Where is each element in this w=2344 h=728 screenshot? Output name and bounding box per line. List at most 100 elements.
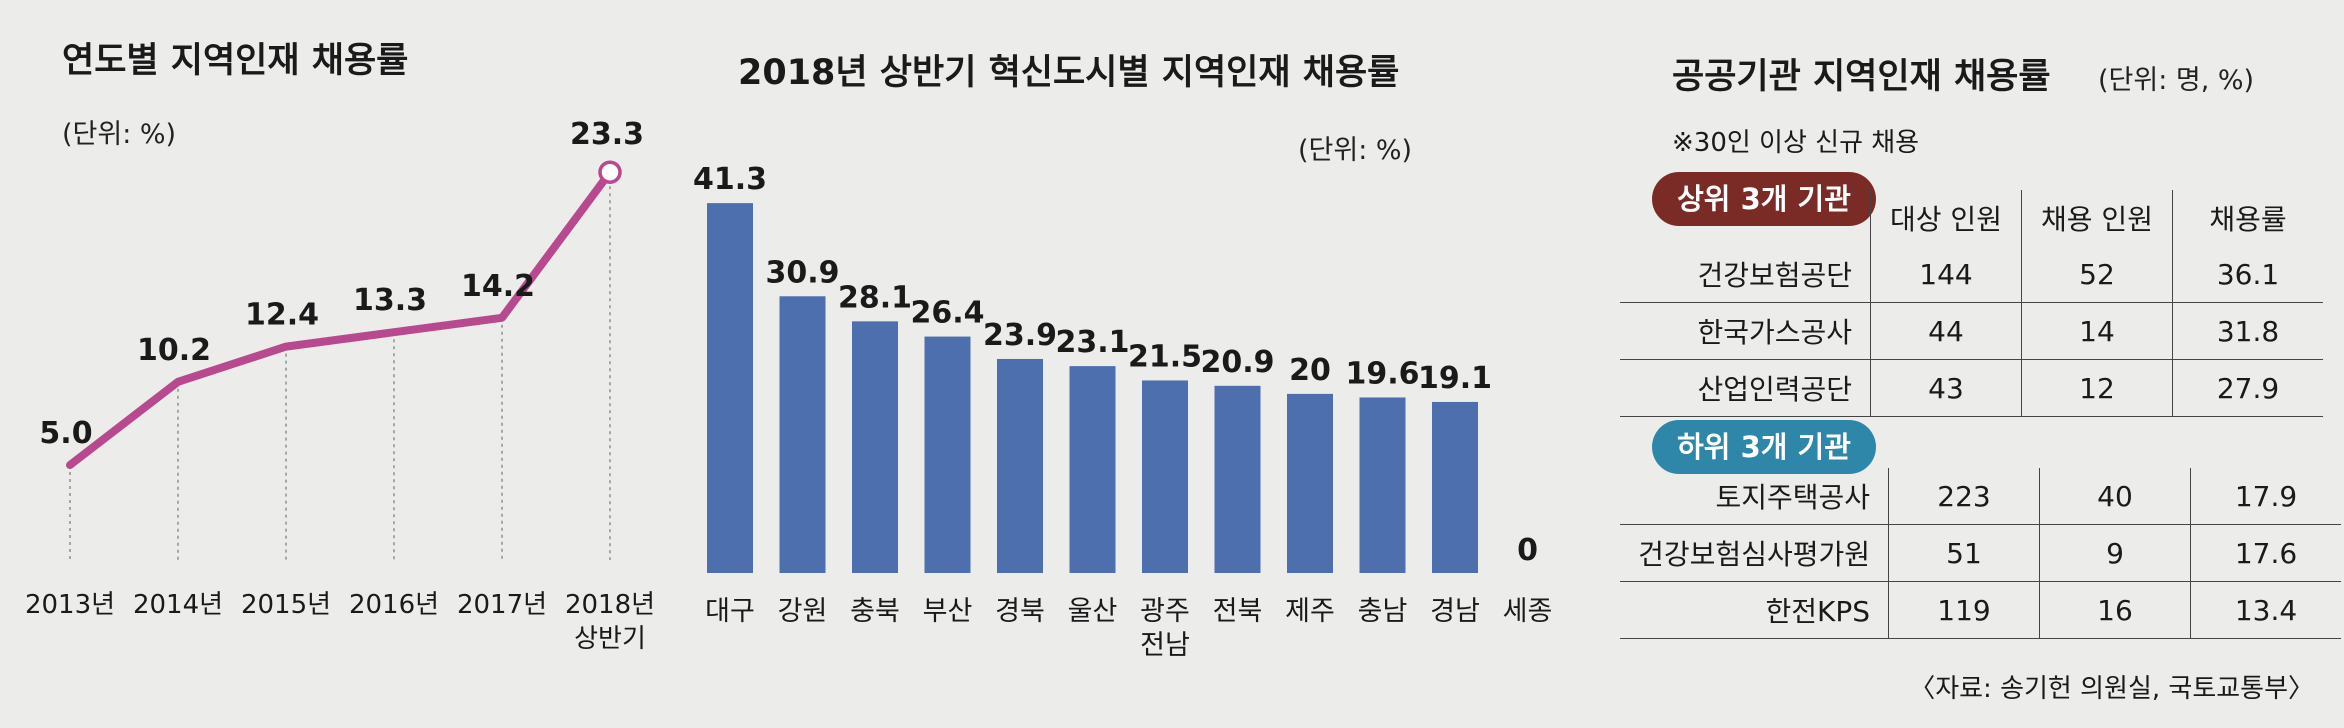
bar [1069, 366, 1116, 573]
line-category-label: 2013년 [25, 590, 115, 620]
bar-category-label: 경북 [995, 596, 1045, 627]
bar-category-label: 광주 [1140, 596, 1190, 627]
line-chart-panel: 연도별 지역인재 채용률 (단위: %) 5.0 10.2 12.4 13.3 14.2… [0, 0, 680, 728]
bar [924, 336, 971, 573]
bar-category-label: 충북 [850, 596, 900, 627]
line-category-label: 2017년 [457, 590, 547, 620]
bottom-institutions-table: 토지주택공사 223 40 17.9 건강보험심사평가원 51 9 17.6 한… [1620, 468, 2341, 639]
row-target: 144 [1870, 246, 2022, 303]
bar-chart-unit: (단위: %) [1298, 135, 1413, 166]
row-rate: 13.4 [2190, 581, 2341, 639]
bar-category-label: 세종 [1503, 596, 1553, 627]
bar-category-label: 대구 [705, 596, 755, 627]
line-category-label: 2016년 [349, 590, 439, 620]
bar-category-label: 경남 [1430, 596, 1480, 627]
bar-category-label: 제주 [1285, 596, 1335, 627]
row-target: 119 [1888, 581, 2040, 639]
bar [997, 358, 1043, 573]
row-rate: 36.1 [2172, 246, 2323, 303]
row-target: 223 [1888, 468, 2040, 525]
col-hired: 채용 인원 [2021, 190, 2173, 246]
row-name: 한전KPS [1620, 581, 1889, 639]
bar-chart-panel: 2018년 상반기 혁신도시별 지역인재 채용률 (단위: %) 41.3 30.… [680, 0, 1560, 728]
row-rate: 17.6 [2190, 524, 2341, 582]
row-rate: 17.9 [2190, 468, 2341, 525]
row-name: 산업인력공단 [1620, 359, 1871, 417]
top-institutions-table: 대상 인원 채용 인원 채용률 건강보험공단 144 52 36.1 한국가스공… [1620, 190, 2323, 417]
bar-value-label: 19.6 [1345, 356, 1419, 391]
bar-value-label: 20 [1289, 353, 1331, 388]
bar-value-label: 20.9 [1200, 345, 1274, 380]
line-category-label: 2014년 [133, 590, 223, 620]
line-value-label: 23.3 [570, 117, 644, 152]
line-value-label: 12.4 [245, 298, 319, 333]
table-row: 산업인력공단 43 12 27.9 [1620, 359, 2323, 417]
row-rate: 27.9 [2172, 359, 2323, 417]
line-value-label: 14.2 [461, 269, 535, 304]
bar-value-label: 19.1 [1418, 361, 1492, 396]
row-target: 43 [1870, 359, 2022, 417]
row-target: 44 [1870, 302, 2022, 360]
table-row: 한전KPS 119 16 13.4 [1620, 581, 2341, 639]
bar-category-label: 울산 [1068, 596, 1118, 627]
bar-category-label: 강원 [778, 596, 828, 627]
row-name: 토지주택공사 [1620, 468, 1889, 525]
line-category-label: 2018년 [565, 590, 655, 620]
row-target: 51 [1888, 524, 2040, 582]
row-name: 한국가스공사 [1620, 302, 1871, 360]
table-header-row: 대상 인원 채용 인원 채용률 [1620, 190, 2323, 246]
source-credit: 〈자료: 송기헌 의원실, 국토교통부〉 [1909, 674, 2314, 704]
table-unit: (단위: 명, %) [2098, 65, 2255, 96]
bar [779, 296, 826, 573]
bar-value-label: 0 [1517, 533, 1538, 568]
bar-value-label: 41.3 [693, 162, 767, 197]
bar-chart-title: 2018년 상반기 혁신도시별 지역인재 채용률 [738, 53, 1400, 93]
line-category-label: 상반기 [574, 624, 646, 654]
bar [1142, 380, 1188, 573]
line-category-label: 2015년 [241, 590, 331, 620]
col-rate: 채용률 [2172, 190, 2323, 246]
table-row: 건강보험공단 144 52 36.1 [1620, 246, 2323, 303]
line-value-label: 13.3 [353, 283, 427, 318]
bar [852, 321, 898, 573]
line-chart: 5.0 10.2 12.4 13.3 14.2 23.3 2013년 2014년 2015년 20… [25, 117, 655, 654]
row-hired: 40 [2039, 468, 2191, 525]
row-hired: 9 [2039, 524, 2191, 582]
row-name: 건강보험공단 [1620, 246, 1871, 303]
line-value-label: 5.0 [39, 416, 92, 451]
bar [1214, 385, 1261, 573]
bar [1287, 393, 1333, 573]
bar-category-label: 부산 [923, 596, 973, 627]
bottom-group-badge: 하위 3개 기관 [1652, 420, 1876, 474]
bar [1432, 401, 1478, 573]
bar-value-label: 30.9 [765, 255, 839, 290]
line-chart-title: 연도별 지역인재 채용률 [62, 41, 409, 81]
bar [1359, 397, 1406, 573]
row-hired: 52 [2021, 246, 2173, 303]
row-hired: 14 [2021, 302, 2173, 360]
bar-chart: 41.3 30.928.126.423.923.121.520.9 20 19.619… [693, 162, 1553, 661]
bar [707, 203, 753, 573]
table-title: 공공기관 지역인재 채용률 [1672, 57, 2051, 97]
bar-value-label: 23.9 [983, 318, 1057, 353]
row-hired: 12 [2021, 359, 2173, 417]
bar-value-label: 28.1 [838, 280, 912, 315]
table-row: 한국가스공사 44 14 31.8 [1620, 302, 2323, 360]
line-value-label: 10.2 [137, 333, 211, 368]
bar-value-label: 26.4 [910, 296, 984, 331]
bar-category-label: 전남 [1140, 630, 1190, 661]
bar-value-label: 21.5 [1128, 339, 1202, 374]
row-name: 건강보험심사평가원 [1620, 524, 1889, 582]
table-row: 건강보험심사평가원 51 9 17.6 [1620, 524, 2341, 582]
row-hired: 16 [2039, 581, 2191, 639]
bar-category-label: 전북 [1213, 596, 1263, 627]
table-row: 토지주택공사 223 40 17.9 [1620, 468, 2341, 525]
table-note: ※30인 이상 신규 채용 [1672, 128, 1920, 158]
line-end-point [598, 160, 622, 184]
bar-category-label: 충남 [1358, 596, 1408, 627]
col-target: 대상 인원 [1870, 190, 2022, 246]
row-rate: 31.8 [2172, 302, 2323, 360]
bar-value-label: 23.1 [1055, 325, 1129, 360]
top-group-badge: 상위 3개 기관 [1652, 172, 1876, 226]
line-chart-unit: (단위: %) [62, 119, 177, 150]
